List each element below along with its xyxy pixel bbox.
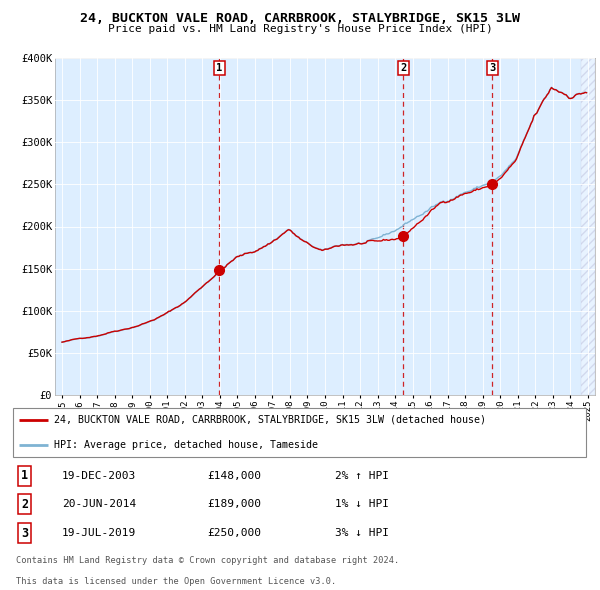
Text: This data is licensed under the Open Government Licence v3.0.: This data is licensed under the Open Gov… bbox=[16, 578, 336, 586]
Text: £250,000: £250,000 bbox=[207, 528, 261, 538]
Text: 19-DEC-2003: 19-DEC-2003 bbox=[62, 471, 136, 481]
Text: HPI: Average price, detached house, Tameside: HPI: Average price, detached house, Tame… bbox=[53, 440, 317, 450]
Text: Price paid vs. HM Land Registry's House Price Index (HPI): Price paid vs. HM Land Registry's House … bbox=[107, 24, 493, 34]
Text: £189,000: £189,000 bbox=[207, 499, 261, 509]
Text: 3: 3 bbox=[21, 526, 28, 539]
Text: 1: 1 bbox=[21, 469, 28, 483]
Text: 20-JUN-2014: 20-JUN-2014 bbox=[62, 499, 136, 509]
Text: 2: 2 bbox=[400, 63, 406, 73]
FancyBboxPatch shape bbox=[13, 408, 586, 457]
Text: 3: 3 bbox=[490, 63, 496, 73]
Text: 1: 1 bbox=[216, 63, 223, 73]
Text: 2: 2 bbox=[21, 497, 28, 510]
Text: 2% ↑ HPI: 2% ↑ HPI bbox=[335, 471, 389, 481]
Text: £148,000: £148,000 bbox=[207, 471, 261, 481]
Text: Contains HM Land Registry data © Crown copyright and database right 2024.: Contains HM Land Registry data © Crown c… bbox=[16, 556, 399, 565]
Text: 3% ↓ HPI: 3% ↓ HPI bbox=[335, 528, 389, 538]
Text: 1% ↓ HPI: 1% ↓ HPI bbox=[335, 499, 389, 509]
Text: 24, BUCKTON VALE ROAD, CARRBROOK, STALYBRIDGE, SK15 3LW (detached house): 24, BUCKTON VALE ROAD, CARRBROOK, STALYB… bbox=[53, 415, 485, 425]
Text: 19-JUL-2019: 19-JUL-2019 bbox=[62, 528, 136, 538]
Text: 24, BUCKTON VALE ROAD, CARRBROOK, STALYBRIDGE, SK15 3LW: 24, BUCKTON VALE ROAD, CARRBROOK, STALYB… bbox=[80, 12, 520, 25]
